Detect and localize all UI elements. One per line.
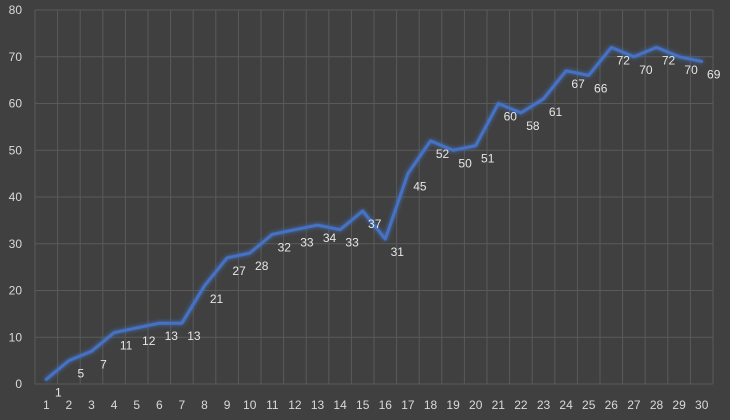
y-tick-label: 80 <box>9 3 23 17</box>
x-tick-label: 23 <box>537 398 551 412</box>
data-label: 5 <box>78 367 85 381</box>
x-tick-label: 2 <box>66 398 73 412</box>
y-tick-label: 0 <box>15 377 22 391</box>
x-tick-label: 30 <box>695 398 709 412</box>
x-tick-label: 3 <box>88 398 95 412</box>
data-label: 58 <box>526 119 540 133</box>
data-label: 70 <box>639 63 653 77</box>
data-label: 27 <box>232 264 246 278</box>
x-tick-label: 7 <box>179 398 186 412</box>
data-label: 60 <box>504 110 518 124</box>
y-tick-label: 10 <box>9 330 23 344</box>
x-tick-label: 25 <box>582 398 596 412</box>
data-label: 11 <box>120 339 133 353</box>
data-labels: 1 5 7 11 12 13 13 21 27 28 32 33 34 33 37 31 45 52 50 51 60 5… <box>55 53 721 399</box>
x-tick-label: 24 <box>559 398 573 412</box>
data-label: 61 <box>549 105 563 119</box>
data-label: 70 <box>684 63 698 77</box>
data-label: 67 <box>571 77 585 91</box>
x-tick-label: 26 <box>605 398 619 412</box>
data-label: 13 <box>165 329 179 343</box>
x-tick-label: 18 <box>424 398 438 412</box>
data-label: 31 <box>391 245 405 259</box>
x-tick-label: 11 <box>266 398 279 412</box>
data-label: 72 <box>617 53 631 67</box>
series-line <box>44 45 704 381</box>
x-tick-label: 27 <box>627 398 641 412</box>
data-label: 34 <box>323 231 337 245</box>
data-label: 51 <box>481 152 495 166</box>
data-label: 21 <box>210 292 224 306</box>
x-tick-label: 29 <box>672 398 686 412</box>
data-label: 72 <box>662 53 676 67</box>
x-tick-label: 15 <box>356 398 370 412</box>
y-tick-label: 40 <box>9 190 23 204</box>
y-tick-label: 20 <box>9 284 23 298</box>
x-tick-label: 4 <box>111 398 118 412</box>
x-tick-label: 6 <box>156 398 163 412</box>
x-tick-label: 19 <box>446 398 460 412</box>
x-tick-label: 12 <box>288 398 302 412</box>
data-label: 12 <box>142 334 156 348</box>
data-label: 28 <box>255 259 269 273</box>
data-label: 33 <box>300 236 314 250</box>
x-tick-label: 14 <box>333 398 347 412</box>
grid <box>34 9 714 385</box>
x-tick-label: 28 <box>650 398 664 412</box>
x-tick-label: 16 <box>379 398 393 412</box>
x-axis-ticks: 1 2 3 4 5 6 7 8 9 10 11 12 13 14 15 16 17 18 19 20 21 22 23 24 2… <box>43 398 709 412</box>
x-tick-label: 8 <box>201 398 208 412</box>
y-tick-label: 60 <box>9 97 23 111</box>
x-tick-label: 17 <box>401 398 415 412</box>
data-label: 32 <box>278 240 292 254</box>
x-tick-label: 1 <box>43 398 50 412</box>
x-tick-label: 9 <box>224 398 231 412</box>
data-label: 13 <box>187 329 201 343</box>
series <box>44 45 704 381</box>
data-label: 45 <box>413 180 427 194</box>
data-label: 33 <box>345 236 359 250</box>
data-label: 37 <box>368 217 382 231</box>
y-axis-ticks: 0 10 20 30 40 50 60 70 80 <box>9 3 23 391</box>
x-tick-label: 20 <box>469 398 483 412</box>
x-tick-label: 13 <box>311 398 325 412</box>
data-label: 52 <box>436 147 450 161</box>
y-tick-label: 30 <box>9 237 23 251</box>
x-tick-label: 5 <box>133 398 140 412</box>
data-label: 69 <box>707 67 721 81</box>
x-tick-label: 21 <box>492 398 506 412</box>
data-label: 1 <box>55 385 62 399</box>
data-label: 66 <box>594 81 608 95</box>
x-tick-label: 22 <box>514 398 528 412</box>
y-tick-label: 50 <box>9 143 23 157</box>
y-tick-label: 70 <box>9 50 23 64</box>
x-tick-label: 10 <box>243 398 257 412</box>
data-label: 7 <box>100 357 107 371</box>
data-label: 50 <box>458 156 472 170</box>
